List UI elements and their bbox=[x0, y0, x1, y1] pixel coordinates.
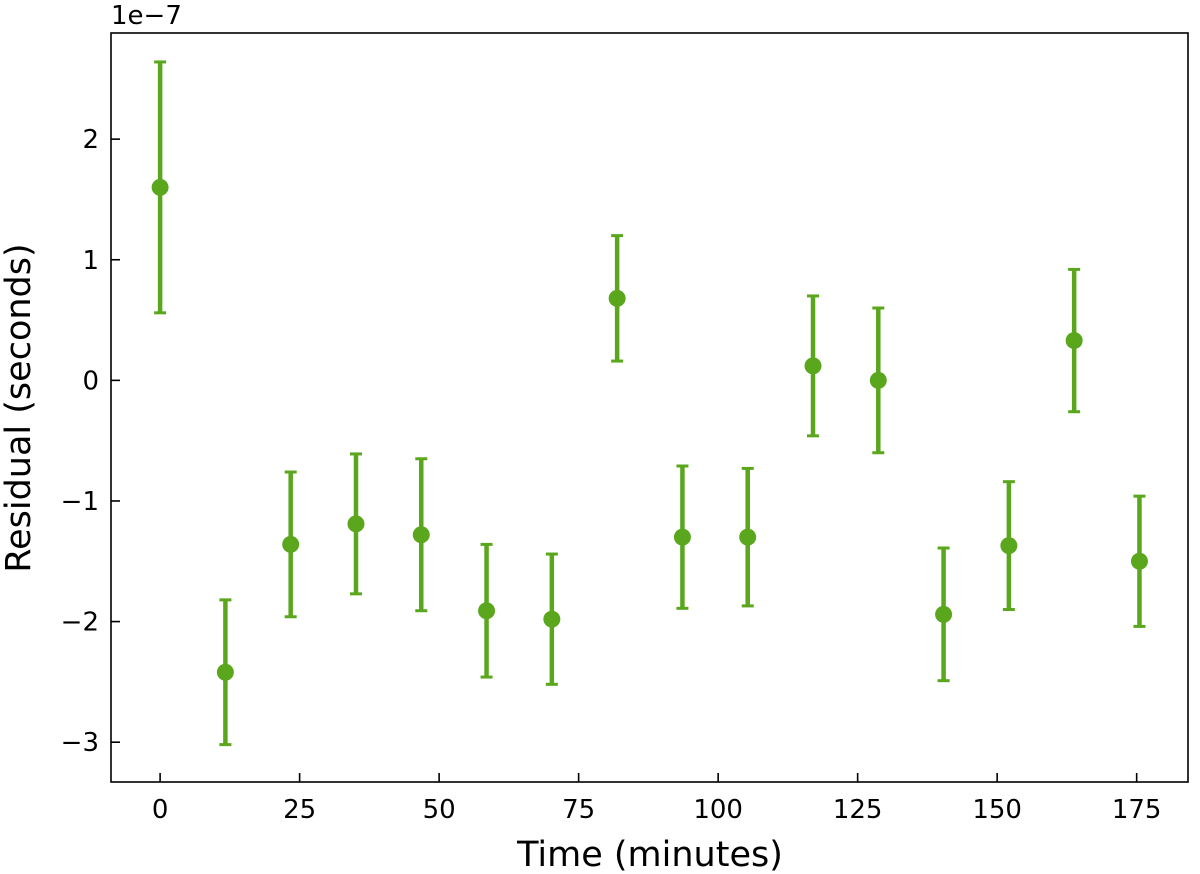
y-tick-label: −2 bbox=[61, 608, 99, 638]
x-tick-label: 175 bbox=[1112, 795, 1162, 825]
x-tick-label: 75 bbox=[562, 795, 595, 825]
x-tick-label: 100 bbox=[693, 795, 743, 825]
data-point bbox=[1130, 552, 1148, 570]
x-axis-label: Time (minutes) bbox=[516, 835, 783, 874]
data-point bbox=[1000, 537, 1018, 555]
x-tick-label: 125 bbox=[833, 795, 883, 825]
data-point bbox=[412, 526, 430, 544]
x-tick-label: 50 bbox=[423, 795, 456, 825]
data-point bbox=[543, 610, 561, 628]
plot-layer bbox=[151, 60, 1148, 747]
data-point bbox=[869, 371, 887, 389]
data-point bbox=[282, 535, 300, 553]
data-point bbox=[216, 663, 234, 681]
y-ticks: −3 −2 −1 0 1 2 bbox=[61, 125, 120, 758]
y-tick-label: −1 bbox=[61, 487, 99, 517]
data-point bbox=[673, 528, 691, 546]
data-point bbox=[1065, 332, 1083, 350]
x-tick-label: 0 bbox=[152, 795, 169, 825]
data-point bbox=[935, 605, 953, 623]
data-point bbox=[804, 357, 822, 375]
y-tick-label: −3 bbox=[61, 728, 99, 758]
data-point bbox=[478, 602, 496, 620]
x-tick-label: 150 bbox=[972, 795, 1022, 825]
data-point bbox=[608, 289, 626, 307]
y-tick-label: 0 bbox=[82, 366, 99, 396]
y-axis-label: Residual (seconds) bbox=[0, 243, 39, 572]
data-point bbox=[151, 178, 169, 196]
y-tick-label: 1 bbox=[82, 246, 99, 276]
x-tick-label: 25 bbox=[283, 795, 316, 825]
y-offset-label: 1e−7 bbox=[111, 1, 182, 31]
x-ticks: 0 25 50 75 100 125 150 175 bbox=[152, 773, 1162, 825]
y-tick-label: 2 bbox=[82, 125, 99, 155]
plot-frame bbox=[110, 32, 1189, 783]
data-point bbox=[347, 515, 365, 533]
data-point bbox=[739, 528, 757, 546]
